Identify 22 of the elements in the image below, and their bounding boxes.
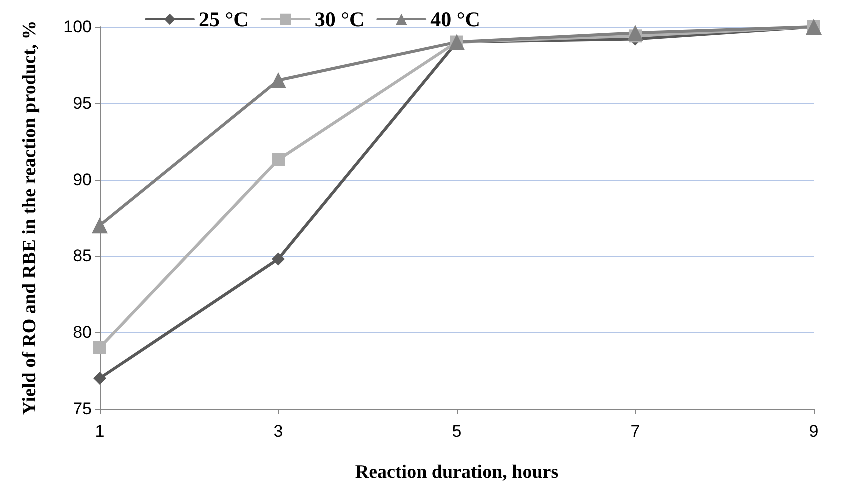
x-tick-label: 9 bbox=[809, 422, 819, 441]
point bbox=[94, 372, 106, 385]
point bbox=[272, 153, 285, 166]
x-tick-label: 7 bbox=[630, 422, 640, 441]
y-tick-label: 85 bbox=[73, 246, 92, 266]
x-tick-label: 5 bbox=[452, 422, 462, 441]
point bbox=[272, 252, 285, 266]
x-tick-label: 1 bbox=[95, 422, 105, 441]
x-axis-title: Reaction duration, hours bbox=[355, 462, 559, 483]
legend-label: 25 °C bbox=[199, 8, 249, 32]
x-tick-label: 3 bbox=[274, 422, 284, 441]
y-tick-label: 95 bbox=[73, 94, 92, 113]
point bbox=[94, 341, 106, 354]
point bbox=[92, 218, 108, 234]
y-tick-label: 80 bbox=[73, 323, 92, 342]
y-axis-title: Yield of RO and RBE in the reaction product, % bbox=[20, 20, 40, 416]
legend-label: 40 °C bbox=[430, 8, 480, 32]
y-tick-label: 75 bbox=[73, 400, 92, 418]
y-tick-label: 90 bbox=[73, 170, 92, 190]
y-tick-label: 100 bbox=[64, 18, 92, 36]
point bbox=[270, 72, 286, 88]
legend-label: 30 °C bbox=[314, 8, 365, 32]
